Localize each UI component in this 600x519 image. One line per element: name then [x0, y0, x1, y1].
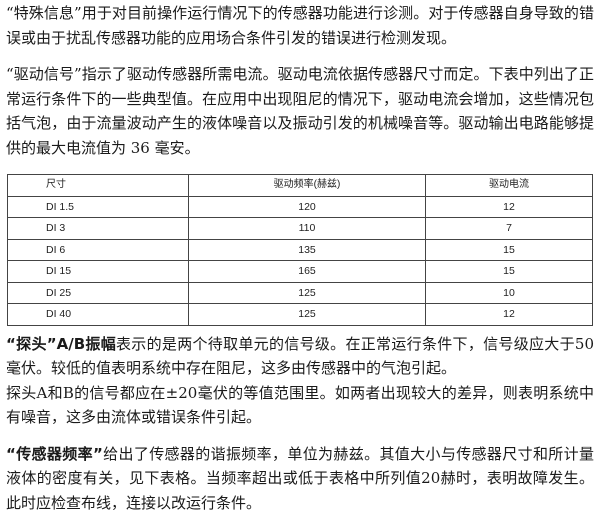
cell-current: 12: [425, 303, 593, 326]
paragraph-special-info: “特殊信息”用于对目前操作运行情况下的传感器功能进行诊测。对于传感器自身导致的错…: [6, 4, 594, 47]
cell-current: 10: [425, 281, 593, 304]
cell-frequency: 165: [188, 260, 426, 283]
table-row: DI 40 125 12: [7, 303, 593, 326]
cell-size: DI 3: [7, 217, 189, 240]
term-sensor-frequency: “传感器频率”: [6, 444, 103, 463]
table-row: DI 1.5 120 12: [7, 195, 593, 218]
cell-current: 15: [425, 238, 593, 261]
cell-current: 15: [425, 260, 593, 283]
probe-line-1: “探头”A/B振幅表示的是两个待取单元的信号级。在正常运行条件下，信号级应大于5…: [6, 332, 594, 381]
table-row: DI 3 110 7: [7, 217, 593, 240]
cell-size: DI 1.5: [7, 195, 189, 218]
cell-frequency: 125: [188, 281, 426, 304]
paragraph-sensor-frequency: “传感器频率”给出了传感器的谐振频率，单位为赫兹。其值大小与传感器尺寸和所计量液…: [6, 442, 594, 516]
cell-frequency: 135: [188, 238, 426, 261]
probe-text: 表示的是两个待取单元的信号级。在正常运行条件下，信号级应大于50毫伏。较低的值表…: [6, 334, 594, 378]
paragraph-probe-amplitude: “探头”A/B振幅表示的是两个待取单元的信号级。在正常运行条件下，信号级应大于5…: [6, 332, 594, 430]
cell-frequency: 125: [188, 303, 426, 326]
table-row: DI 25 125 10: [7, 281, 593, 304]
header-frequency: 驱动频率(赫兹): [188, 174, 426, 197]
paragraph-drive-signal: “驱动信号”指示了驱动传感器所需电流。驱动电流依据传感器尺寸而定。下表中列出了正…: [6, 65, 594, 157]
cell-size: DI 15: [7, 260, 189, 283]
header-size: 尺寸: [7, 174, 189, 197]
cell-size: DI 6: [7, 238, 189, 261]
cell-frequency: 110: [188, 217, 426, 240]
cell-size: DI 40: [7, 303, 189, 326]
header-current: 驱动电流: [425, 174, 593, 197]
cell-current: 7: [425, 217, 593, 240]
cell-frequency: 120: [188, 195, 426, 218]
probe-text-2: 探头A和B的信号都应在±20毫伏的等值范围里。如两者出现较大的差异，则表明系统中…: [6, 383, 594, 427]
cell-size: DI 25: [7, 281, 189, 304]
table-body: DI 1.5 120 12 DI 3 110 7 DI 6 135 15 DI 15 165 15 DI…: [7, 195, 593, 326]
cell-current: 12: [425, 195, 593, 218]
table-header-row: 尺寸 驱动频率(赫兹) 驱动电流: [7, 174, 593, 197]
table-row: DI 6 135 15: [7, 238, 593, 261]
term-probe-amplitude: “探头”A/B振幅: [6, 334, 117, 353]
table-row: DI 15 165 15: [7, 260, 593, 283]
drive-table: 尺寸 驱动频率(赫兹) 驱动电流 DI 1.5 120 12 DI 3 110 7 DI 6…: [7, 174, 593, 326]
